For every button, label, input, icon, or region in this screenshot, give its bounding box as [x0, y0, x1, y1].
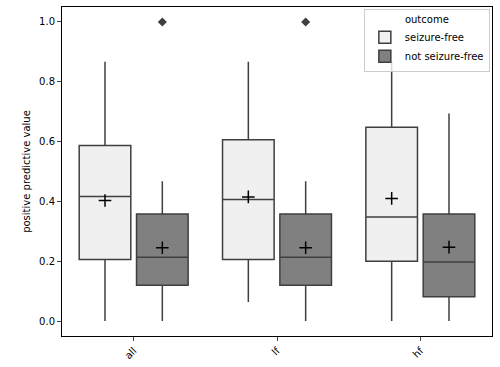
- svg-text:0.4: 0.4: [39, 196, 55, 207]
- svg-text:lf: lf: [270, 345, 283, 358]
- svg-text:positive predictive value: positive predictive value: [21, 110, 32, 233]
- svg-text:0.2: 0.2: [39, 256, 55, 267]
- svg-text:not seizure-free: not seizure-free: [405, 51, 484, 62]
- svg-text:0.8: 0.8: [39, 76, 55, 87]
- svg-text:outcome: outcome: [405, 14, 449, 25]
- svg-text:0.0: 0.0: [39, 316, 55, 327]
- svg-text:1.0: 1.0: [39, 16, 55, 27]
- svg-text:all: all: [123, 345, 139, 361]
- svg-text:0.6: 0.6: [39, 136, 55, 147]
- svg-text:seizure-free: seizure-free: [405, 32, 464, 43]
- svg-text:hf: hf: [411, 345, 426, 360]
